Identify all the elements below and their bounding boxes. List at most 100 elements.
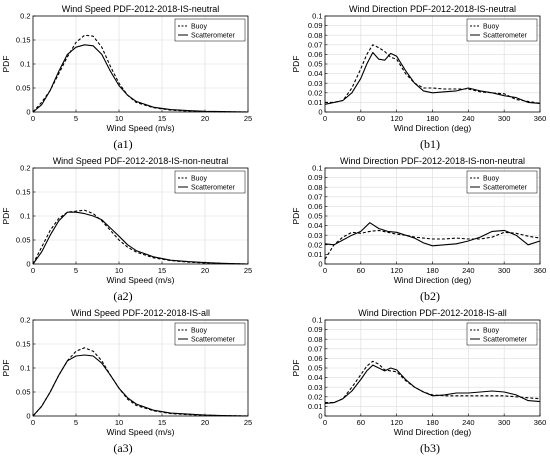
y-tick-label: 0.1 [312,12,322,21]
x-tick-label: 0 [323,266,327,275]
y-tick-label: 0.01 [308,402,323,411]
legend-box [466,18,538,42]
x-axis-label: Wind Direction (deg) [394,427,472,437]
y-tick-label: 0.06 [308,202,323,211]
x-tick-label: 25 [244,114,252,123]
series-line-scatterometer [32,354,249,417]
y-tick-label: 0.01 [308,98,323,107]
y-tick-label: 0.1 [312,164,322,173]
chart-panel-a3: 0 5 10 15 20 25 0 0.05 0.1 0.15 0.2 Wind Speed PDF-… [1,308,252,455]
x-tick-label: 5 [74,266,78,275]
y-axis-label: PDF [1,208,11,225]
y-tick-label: 0.06 [308,354,323,363]
legend: Buoy Scatterometer [174,322,246,346]
chart-panel-a2: 0 5 10 15 20 25 0 0.05 0.1 0.15 0.2 Wind Speed PDF-… [1,156,252,303]
legend: Buoy Scatterometer [174,170,246,194]
legend-label-buoy: Buoy [483,23,499,30]
y-tick-label: 0.05 [308,212,323,221]
y-tick-label: 0.07 [308,344,323,353]
y-tick-label: 0.05 [308,364,323,373]
chart-title: Wind Speed PDF-2012-2018-IS-non-neutral [53,156,229,166]
y-tick-label: 0.2 [20,164,30,173]
x-tick-label: 360 [534,418,547,427]
y-axis-label: PDF [291,56,301,73]
series-line-scatterometer [32,211,249,265]
chart-title: Wind Speed PDF-2012-2018-IS-all [71,308,210,318]
series-line-scatterometer [324,51,541,105]
legend-box [174,170,246,194]
x-tick-label: 120 [390,418,403,427]
legend-label-scatterometer: Scatterometer [191,336,236,343]
chart-title: Wind Direction PDF-2012-2018-IS-non-neut… [340,156,525,166]
y-tick-label: 0.15 [16,36,31,45]
y-tick-label: 0.2 [20,12,30,21]
x-tick-label: 240 [462,114,475,123]
y-tick-label: 0 [26,260,30,269]
panel-caption: (b2) [420,289,440,303]
x-axis-label: Wind Speed (m/s) [106,123,174,133]
x-tick-label: 5 [74,418,78,427]
x-tick-label: 180 [426,418,439,427]
x-axis-label: Wind Speed (m/s) [106,427,174,437]
y-tick-label: 0.09 [308,325,323,334]
legend-label-scatterometer: Scatterometer [483,336,528,343]
y-tick-label: 0.04 [308,69,323,78]
x-tick-label: 360 [534,114,547,123]
y-tick-label: 0.05 [16,236,31,245]
y-tick-label: 0.1 [20,60,30,69]
y-tick-label: 0 [26,108,30,117]
y-tick-label: 0.05 [16,388,31,397]
y-tick-label: 0.03 [308,231,323,240]
legend-label-scatterometer: Scatterometer [191,184,236,191]
y-tick-label: 0.15 [16,340,31,349]
legend-label-buoy: Buoy [483,327,499,334]
x-tick-label: 120 [390,266,403,275]
y-tick-label: 0.09 [308,173,323,182]
x-tick-label: 15 [158,418,166,427]
y-tick-label: 0.01 [308,250,323,259]
x-tick-label: 120 [390,114,403,123]
x-tick-label: 0 [31,114,35,123]
x-tick-label: 300 [498,266,511,275]
chart-panel-b3: 0 60 120 180 240 300 36000.010.020.030.040.050… [291,308,546,455]
y-tick-label: 0 [318,108,322,117]
x-tick-label: 20 [201,418,209,427]
series-line-scatterometer [32,44,249,113]
legend: Buoy Scatterometer [466,170,538,194]
x-axis-label: Wind Direction (deg) [394,275,472,285]
x-tick-label: 10 [115,266,123,275]
y-tick-label: 0.15 [16,188,31,197]
series-line-buoy [32,34,249,113]
x-tick-label: 10 [115,114,123,123]
x-tick-label: 0 [323,418,327,427]
y-tick-label: 0 [26,412,30,421]
x-tick-label: 20 [201,114,209,123]
legend-box [174,18,246,42]
y-tick-label: 0.08 [308,183,323,192]
chart-title: Wind Direction PDF-2012-2018-IS-all [358,308,507,318]
y-tick-label: 0.02 [308,88,323,97]
y-tick-label: 0.08 [308,335,323,344]
x-tick-label: 15 [158,266,166,275]
x-tick-label: 180 [426,266,439,275]
legend-box [466,322,538,346]
legend-label-scatterometer: Scatterometer [191,32,236,39]
y-tick-label: 0.07 [308,40,323,49]
y-tick-label: 0.02 [308,392,323,401]
legend-label-buoy: Buoy [191,327,207,334]
y-tick-label: 0.06 [308,50,323,59]
y-axis-label: PDF [291,360,301,377]
x-tick-label: 60 [357,266,365,275]
legend-label-scatterometer: Scatterometer [483,184,528,191]
panel-caption: (b1) [420,137,440,151]
chart-panel-a1: 0 5 10 15 20 25 0 0.05 0.1 0.15 0.2 Wind Speed PDF-… [1,4,252,151]
x-axis-label: Wind Direction (deg) [394,123,472,133]
y-tick-label: 0.05 [308,60,323,69]
x-tick-label: 20 [201,266,209,275]
y-axis-label: PDF [1,56,11,73]
x-tick-label: 15 [158,114,166,123]
x-tick-label: 180 [426,114,439,123]
panel-caption: (a1) [113,137,132,151]
x-tick-label: 25 [244,418,252,427]
legend-label-buoy: Buoy [191,175,207,182]
